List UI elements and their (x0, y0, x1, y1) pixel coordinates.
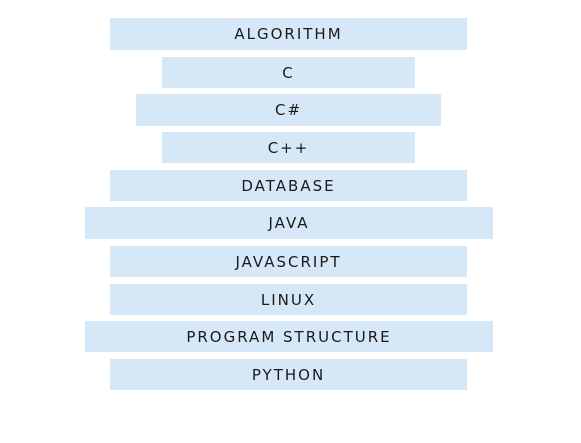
menu-item-label: DATABASE (241, 176, 336, 195)
menu-item-database[interactable]: DATABASE (110, 170, 467, 201)
menu-item-csharp[interactable]: C# (136, 94, 441, 126)
menu-item-cpp[interactable]: C++ (162, 132, 415, 163)
menu-item-label: PROGRAM STRUCTURE (186, 327, 392, 346)
menu-item-java[interactable]: JAVA (85, 207, 493, 239)
menu-item-label: ALGORITHM (234, 25, 343, 43)
menu-item-label: C++ (267, 138, 310, 157)
menu-item-python[interactable]: PYTHON (110, 359, 467, 390)
menu-item-linux[interactable]: LINUX (110, 284, 467, 315)
menu-item-label: PYTHON (251, 365, 326, 384)
menu-item-label: JAVASCRIPT (235, 252, 342, 271)
menu-item-label: C (282, 63, 295, 82)
menu-item-program-structure[interactable]: PROGRAM STRUCTURE (85, 321, 493, 352)
menu-item-label: LINUX (260, 290, 317, 309)
menu-item-javascript[interactable]: JAVASCRIPT (110, 246, 467, 277)
menu-item-label: C# (274, 101, 303, 119)
menu-item-label: JAVA (268, 214, 310, 232)
menu-item-c[interactable]: C (162, 57, 415, 88)
menu-item-algorithm[interactable]: ALGORITHM (110, 18, 467, 50)
